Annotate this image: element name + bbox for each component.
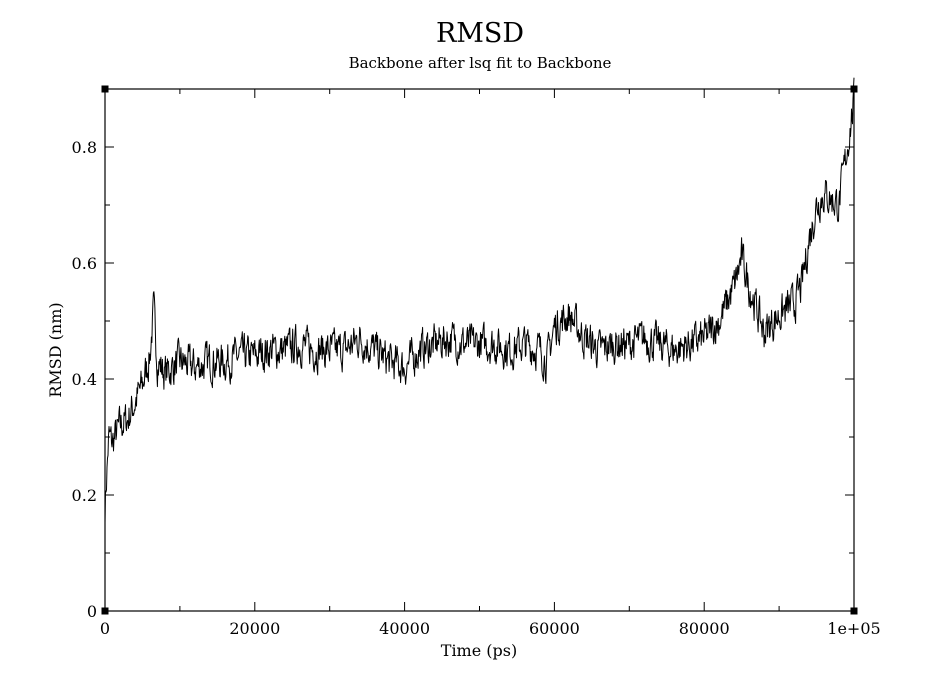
y-tick-label: 0.4 — [72, 370, 97, 389]
corner-marker — [850, 85, 858, 93]
rmsd-series-line — [104, 77, 855, 523]
x-tick-label: 1e+05 — [827, 619, 880, 638]
y-axis-label: RMSD (nm) — [46, 302, 65, 397]
corner-marker — [101, 607, 109, 615]
chart-title: RMSD — [436, 18, 524, 49]
y-tick-label: 0.2 — [72, 486, 97, 505]
tick-labels: 0 20000 40000 60000 80000 1e+05 0 0.2 0.4 0.6 0.8 — [72, 138, 881, 638]
y-tick-label: 0 — [87, 602, 97, 621]
chart-subtitle: Backbone after lsq fit to Backbone — [349, 54, 612, 72]
x-tick-label: 60000 — [529, 619, 580, 638]
series-group — [104, 77, 855, 523]
x-tick-label: 80000 — [679, 619, 730, 638]
x-tick-label: 0 — [100, 619, 110, 638]
y-tick-label: 0.8 — [72, 138, 97, 157]
y-tick-label: 0.6 — [72, 254, 97, 273]
corner-marker — [850, 607, 858, 615]
corner-marker — [101, 85, 109, 93]
corner-markers — [101, 85, 858, 615]
x-axis-label: Time (ps) — [441, 641, 517, 660]
x-tick-label: 20000 — [229, 619, 280, 638]
x-tick-label: 40000 — [379, 619, 430, 638]
